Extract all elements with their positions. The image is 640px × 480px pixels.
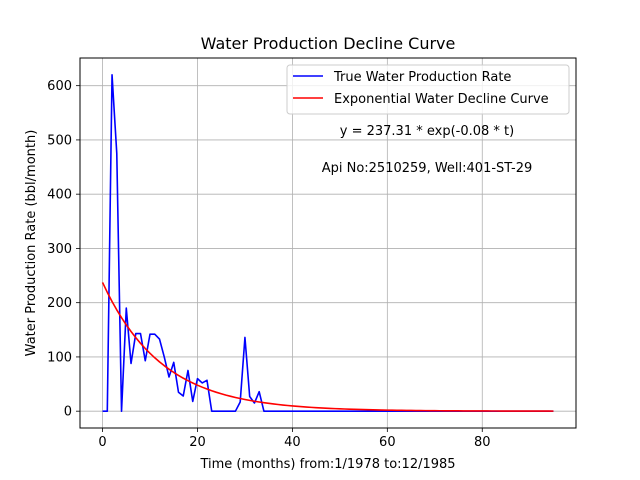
plot-area <box>101 74 554 412</box>
x-tick-label: 80 <box>474 435 491 450</box>
series-line-exponential-curve <box>101 282 554 412</box>
x-tick-label: 40 <box>284 435 301 450</box>
plot-frame <box>79 57 577 429</box>
legend-label-true-rate: True Water Production Rate <box>333 70 511 85</box>
y-tick-label: 300 <box>47 242 72 257</box>
y-axis-label: Water Production Rate (bbl/month) <box>24 130 39 357</box>
y-tick-label: 500 <box>47 133 72 148</box>
grid-lines <box>80 58 576 428</box>
equation-annotation: y = 237.31 * exp(-0.08 * t) <box>340 124 514 139</box>
legend-label-exponential-curve: Exponential Water Decline Curve <box>334 92 549 107</box>
series-line-true-rate <box>102 74 554 412</box>
axis-ticks: 0 20 40 60 80 0 100 200 300 400 500 600 <box>47 79 490 450</box>
x-tick-label: 20 <box>189 435 206 450</box>
x-axis-label: Time (months) from:1/1978 to:12/1985 <box>199 457 455 472</box>
chart-title: Water Production Decline Curve <box>201 34 456 53</box>
y-tick-label: 600 <box>47 79 72 94</box>
x-tick-label: 60 <box>379 435 396 450</box>
y-tick-label: 0 <box>64 405 72 420</box>
well-annotation: Api No:2510259, Well:401-ST-29 <box>322 161 533 176</box>
x-tick-label: 0 <box>98 435 106 450</box>
y-tick-label: 400 <box>47 188 72 203</box>
legend-box <box>286 64 570 115</box>
y-tick-label: 200 <box>47 296 72 311</box>
legend: True Water Production Rate Exponential W… <box>286 64 570 115</box>
y-tick-label: 100 <box>47 350 72 365</box>
